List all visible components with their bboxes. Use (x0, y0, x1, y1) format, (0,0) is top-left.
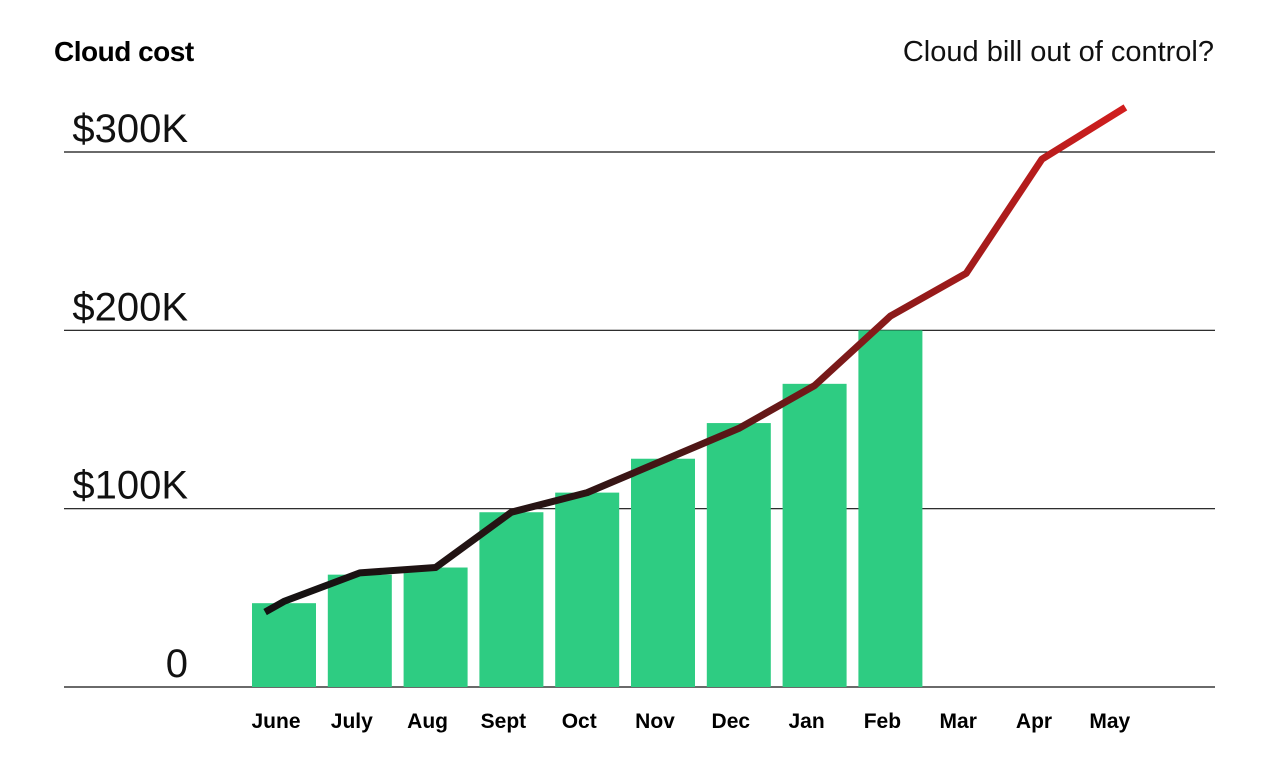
x-tick-label: July (331, 710, 373, 733)
x-tick-label: Mar (940, 710, 977, 733)
x-tick-label: Dec (712, 710, 751, 733)
bar-oct (555, 492, 620, 687)
y-tick-label: $100K (72, 464, 188, 508)
bar-nov (631, 458, 695, 687)
x-tick-label: May (1089, 710, 1130, 733)
cost-trend-line (263, 104, 1128, 616)
y-tick-label: $200K (72, 285, 188, 329)
x-tick-label: Apr (1016, 710, 1052, 733)
bar-feb (858, 330, 923, 687)
x-tick-label: Oct (562, 710, 597, 733)
bar-aug (403, 567, 468, 687)
y-tick-label: 0 (166, 642, 188, 686)
x-tick-label: Nov (635, 710, 675, 733)
x-tick-label: June (251, 710, 300, 733)
x-tick-label: Sept (481, 710, 527, 733)
chart-subtitle: Cloud bill out of control? (902, 36, 1214, 68)
bar-july (327, 574, 392, 687)
bar-jan (782, 383, 847, 687)
bar-dec (706, 423, 771, 687)
bar-sept (479, 512, 544, 687)
bar-june (252, 603, 316, 687)
x-tick-label: Feb (864, 710, 901, 733)
x-tick-label: Jan (789, 710, 825, 733)
x-tick-label: Aug (407, 710, 448, 733)
chart-title: Cloud cost (54, 36, 194, 67)
y-tick-label: $300K (72, 107, 188, 151)
